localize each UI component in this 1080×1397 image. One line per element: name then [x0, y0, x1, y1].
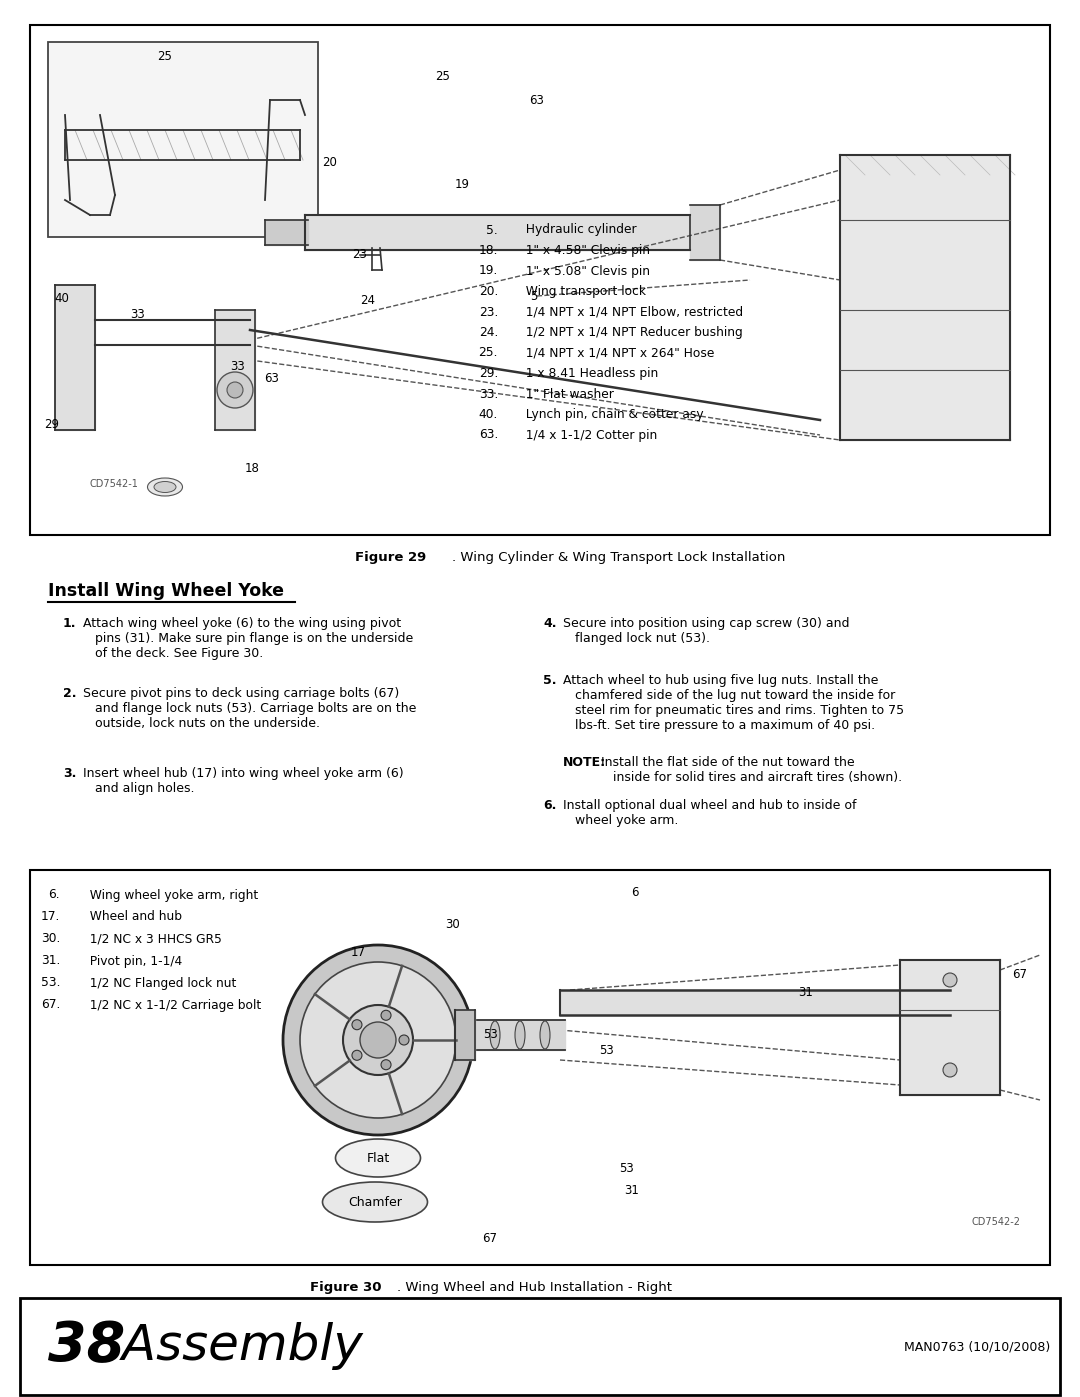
Circle shape: [943, 1063, 957, 1077]
Text: 29.: 29.: [478, 367, 498, 380]
Text: CD7542-2: CD7542-2: [972, 1217, 1021, 1227]
Text: Figure 29: Figure 29: [355, 550, 427, 563]
Text: 53: 53: [620, 1161, 634, 1175]
Text: Assembly: Assembly: [106, 1323, 363, 1370]
Text: 24: 24: [361, 293, 376, 306]
Text: 25: 25: [158, 50, 173, 63]
Text: 67: 67: [1013, 968, 1027, 982]
Text: 6.: 6.: [543, 799, 556, 812]
Text: Secure into position using cap screw (30) and
   flanged lock nut (53).: Secure into position using cap screw (30…: [563, 617, 850, 645]
Text: 1.: 1.: [63, 617, 77, 630]
Text: 53: 53: [483, 1028, 498, 1042]
Text: 25.: 25.: [478, 346, 498, 359]
Text: Install Wing Wheel Yoke: Install Wing Wheel Yoke: [48, 583, 284, 599]
Text: 1" x 5.08" Clevis pin: 1" x 5.08" Clevis pin: [518, 264, 650, 278]
Text: 1/4 NPT x 1/4 NPT x 264" Hose: 1/4 NPT x 1/4 NPT x 264" Hose: [518, 346, 714, 359]
Text: 17.: 17.: [41, 911, 60, 923]
Text: 5: 5: [530, 289, 538, 303]
Text: 31.: 31.: [41, 954, 60, 968]
Text: MAN0763 (10/10/2008): MAN0763 (10/10/2008): [904, 1340, 1050, 1354]
Text: 33: 33: [231, 360, 245, 373]
Ellipse shape: [540, 1021, 550, 1049]
Text: 67.: 67.: [41, 999, 60, 1011]
Bar: [30, 870, 1050, 1266]
Text: 30.: 30.: [41, 933, 60, 946]
Text: 1/4 NPT x 1/4 NPT Elbow, restricted: 1/4 NPT x 1/4 NPT Elbow, restricted: [518, 306, 743, 319]
Text: NOTE:: NOTE:: [563, 756, 606, 768]
Ellipse shape: [490, 1021, 500, 1049]
Text: 31: 31: [624, 1183, 639, 1196]
Text: 31: 31: [798, 986, 813, 999]
Text: Wheel and hub: Wheel and hub: [82, 911, 183, 923]
Text: Lynch pin, chain & cotter asy: Lynch pin, chain & cotter asy: [518, 408, 704, 420]
Circle shape: [352, 1051, 362, 1060]
Circle shape: [381, 1060, 391, 1070]
Text: Attach wing wheel yoke (6) to the wing using pivot
   pins (31). Make sure pin f: Attach wing wheel yoke (6) to the wing u…: [83, 617, 414, 659]
Text: Insert wheel hub (17) into wing wheel yoke arm (6)
   and align holes.: Insert wheel hub (17) into wing wheel yo…: [83, 767, 404, 795]
Circle shape: [943, 972, 957, 988]
Text: 18: 18: [244, 461, 259, 475]
Text: 6.: 6.: [49, 888, 60, 901]
Ellipse shape: [148, 478, 183, 496]
Circle shape: [300, 963, 456, 1118]
Ellipse shape: [336, 1139, 420, 1178]
Text: 1/2 NC x 1-1/2 Carriage bolt: 1/2 NC x 1-1/2 Carriage bolt: [82, 999, 261, 1011]
Text: 5.: 5.: [543, 673, 556, 687]
Text: 2.: 2.: [63, 687, 77, 700]
Text: 33.: 33.: [478, 387, 498, 401]
Text: 5.: 5.: [486, 224, 498, 236]
Text: 40: 40: [55, 292, 69, 305]
Text: 1/2 NC x 3 HHCS GR5: 1/2 NC x 3 HHCS GR5: [82, 933, 221, 946]
Circle shape: [217, 372, 253, 408]
Circle shape: [360, 1023, 396, 1058]
Bar: [21, 1298, 1059, 1396]
Circle shape: [343, 1004, 413, 1076]
Text: Flat: Flat: [366, 1151, 390, 1165]
Text: 25: 25: [435, 70, 450, 84]
Text: 30: 30: [446, 918, 460, 932]
Bar: [30, 25, 1050, 535]
Text: 38: 38: [48, 1320, 125, 1373]
Text: 20: 20: [323, 156, 337, 169]
Text: 63: 63: [265, 372, 280, 384]
Text: Pivot pin, 1-1/4: Pivot pin, 1-1/4: [82, 954, 183, 968]
Text: Secure pivot pins to deck using carriage bolts (67)
   and flange lock nuts (53): Secure pivot pins to deck using carriage…: [83, 687, 417, 731]
Text: 29: 29: [44, 419, 59, 432]
Text: 19.: 19.: [478, 264, 498, 278]
Circle shape: [399, 1035, 409, 1045]
Text: 1/4 x 1-1/2 Cotter pin: 1/4 x 1-1/2 Cotter pin: [518, 429, 658, 441]
Text: 17: 17: [351, 947, 365, 960]
Text: 18.: 18.: [478, 244, 498, 257]
Ellipse shape: [154, 482, 176, 493]
Text: 23.: 23.: [478, 306, 498, 319]
Text: 1" x 4.58" Clevis pin: 1" x 4.58" Clevis pin: [518, 244, 650, 257]
Text: . Wing Cylinder & Wing Transport Lock Installation: . Wing Cylinder & Wing Transport Lock In…: [453, 550, 785, 563]
Text: CD7542-1: CD7542-1: [90, 479, 139, 489]
Text: 3.: 3.: [63, 767, 77, 780]
Text: 63: 63: [529, 94, 544, 106]
Text: 1" Flat washer: 1" Flat washer: [518, 387, 613, 401]
Circle shape: [381, 1010, 391, 1020]
Circle shape: [352, 1020, 362, 1030]
Text: Wing transport lock: Wing transport lock: [518, 285, 646, 298]
Bar: [48, 42, 318, 237]
Text: 53.: 53.: [41, 977, 60, 989]
Text: Chamfer: Chamfer: [348, 1196, 402, 1208]
Text: 19: 19: [455, 179, 470, 191]
Text: 24.: 24.: [478, 326, 498, 339]
Ellipse shape: [515, 1021, 525, 1049]
Text: 6: 6: [631, 887, 638, 900]
Text: Wing wheel yoke arm, right: Wing wheel yoke arm, right: [82, 888, 258, 901]
Circle shape: [227, 381, 243, 398]
Text: Install the flat side of the nut toward the
   inside for solid tires and aircra: Install the flat side of the nut toward …: [600, 756, 902, 784]
Text: . Wing Wheel and Hub Installation - Right: . Wing Wheel and Hub Installation - Righ…: [397, 1281, 672, 1294]
Text: 23: 23: [352, 249, 367, 261]
Text: 20.: 20.: [478, 285, 498, 298]
Text: 1 x 8.41 Headless pin: 1 x 8.41 Headless pin: [518, 367, 658, 380]
Text: Attach wheel to hub using five lug nuts. Install the
   chamfered side of the lu: Attach wheel to hub using five lug nuts.…: [563, 673, 904, 732]
Text: 63.: 63.: [478, 429, 498, 441]
Text: Install optional dual wheel and hub to inside of
   wheel yoke arm.: Install optional dual wheel and hub to i…: [563, 799, 856, 827]
Text: 1/2 NC Flanged lock nut: 1/2 NC Flanged lock nut: [82, 977, 237, 989]
Text: 40.: 40.: [478, 408, 498, 420]
Text: Hydraulic cylinder: Hydraulic cylinder: [518, 224, 636, 236]
